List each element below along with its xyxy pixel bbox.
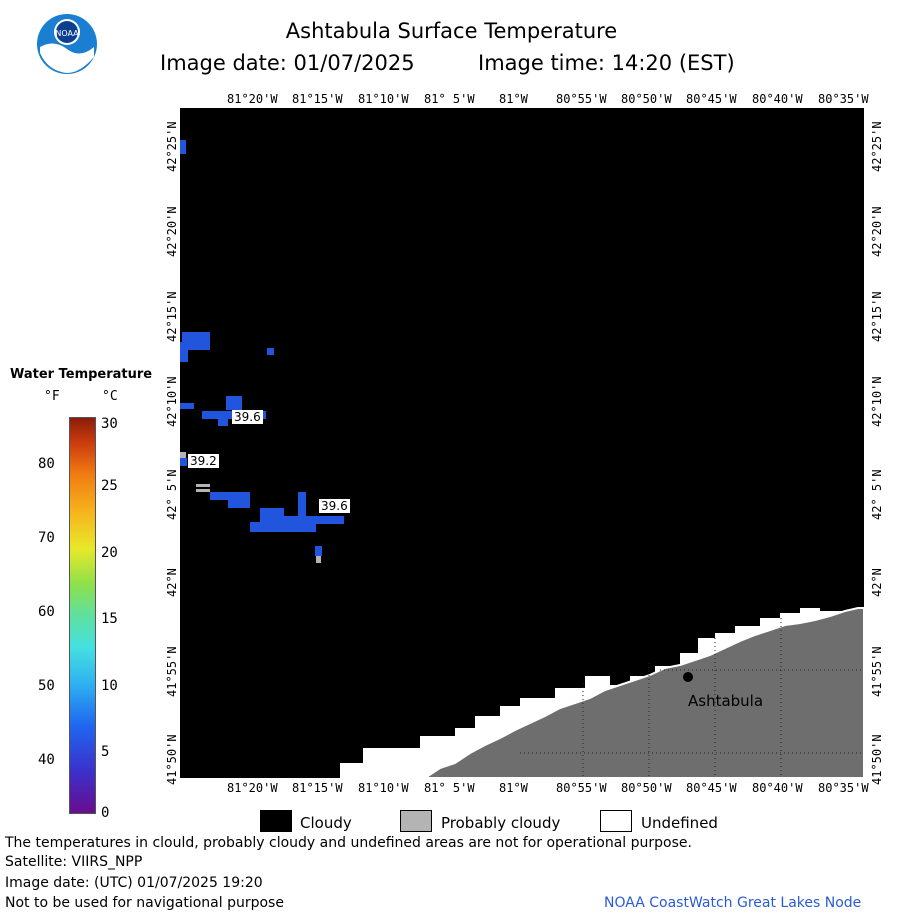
c-tick: 5 [101,744,110,760]
map-svg [180,140,864,778]
nav-warning-text: Not to be used for navigational purpose [5,895,284,911]
f-tick: 60 [38,604,55,620]
c-tick: 10 [101,678,118,694]
temp-label-3: 39.6 [319,499,350,513]
probably-cloudy-swatch [400,810,432,832]
c-tick: 30 [101,416,118,432]
utc-date-text: Image date: (UTC) 01/07/2025 19:20 [5,875,263,891]
lat-label: 42°10'N [165,376,179,427]
lat-label: 42°N [165,568,179,597]
lon-label: 80°45'W [686,781,737,795]
unit-fahrenheit: °F [44,389,60,404]
colorbar [69,417,96,814]
c-tick: 15 [101,611,118,627]
lat-label: 41°50'N [870,734,884,785]
lat-label: 42°25'N [870,121,884,172]
lon-label: 81°10'W [358,92,409,106]
lon-label: 80°50'W [621,781,672,795]
lon-label: 81° 5'W [424,92,475,106]
lat-label: 42°20'N [165,206,179,257]
c-tick: 0 [101,805,110,821]
temp-label-1: 39.6 [232,410,263,424]
logo-text: NOAA [55,29,79,38]
lon-label: 80°50'W [621,92,672,106]
lon-label: 81°W [499,92,528,106]
lat-label: 41°55'N [870,646,884,697]
image-time: Image time: 14:20 (EST) [478,51,735,75]
lon-label: 80°40'W [752,92,803,106]
unit-celsius: °C [102,389,118,404]
map-title: Ashtabula Surface Temperature [285,19,618,43]
lat-label: 42°N [870,568,884,597]
lon-label: 81°20'W [227,92,278,106]
c-tick: 20 [101,545,118,561]
f-tick: 40 [38,752,55,768]
lon-label: 80°35'W [818,781,869,795]
lon-label: 81°20'W [227,781,278,795]
lon-label: 80°55'W [556,92,607,106]
lon-label: 80°35'W [818,92,869,106]
undefined-label: Undefined [641,814,718,832]
credit-text: NOAA CoastWatch Great Lakes Node [604,895,862,911]
lon-label: 81°15'W [292,92,343,106]
lat-label: 42° 5'N [870,469,884,520]
lon-label: 81° 5'W [424,781,475,795]
f-tick: 70 [38,530,55,546]
lat-label: 41°55'N [165,646,179,697]
lon-label: 81°10'W [358,781,409,795]
lon-label: 81°15'W [292,781,343,795]
c-tick: 25 [101,478,118,494]
lon-label: 80°45'W [686,92,737,106]
map-panel: 39.6 39.2 39.6 Ashtabula [180,108,864,778]
undefined-swatch [600,810,632,832]
water-pixels [180,140,344,556]
colorbar-title: Water Temperature [10,367,153,382]
lat-label: 42° 5'N [165,469,179,520]
lat-label: 42°25'N [165,121,179,172]
land-area [423,607,864,778]
lat-label: 42°15'N [165,291,179,342]
lat-label: 42°10'N [870,376,884,427]
satellite-text: Satellite: VIIRS_NPP [5,854,143,870]
f-tick: 80 [38,456,55,472]
lon-label: 81°W [499,781,528,795]
ashtabula-label: Ashtabula [688,692,764,710]
probably-cloudy-label: Probably cloudy [441,814,561,832]
lon-label: 80°55'W [556,781,607,795]
temp-label-2: 39.2 [188,454,219,468]
cloudy-swatch [260,810,292,832]
lat-label: 42°15'N [870,291,884,342]
lon-label: 80°40'W [752,781,803,795]
noaa-logo: NOAA [36,13,98,75]
lat-label: 41°50'N [165,734,179,785]
f-tick: 50 [38,678,55,694]
lat-label: 42°20'N [870,206,884,257]
cloudy-label: Cloudy [300,814,352,832]
ashtabula-marker [683,672,693,682]
disclaimer-text: The temperatures in clould, probably clo… [5,835,692,851]
image-date: Image date: 01/07/2025 [160,51,415,75]
